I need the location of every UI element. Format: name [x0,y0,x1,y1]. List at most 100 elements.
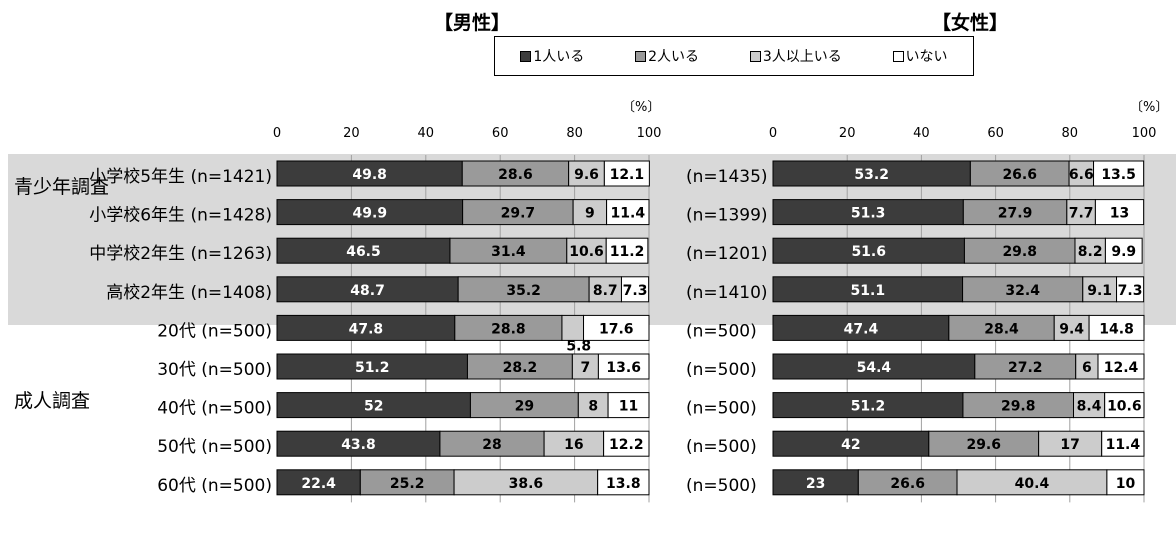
male-tick-label-80: 80 [566,126,583,141]
legend: 1人いる 2人いる 3人以上いる いない [494,36,974,76]
female-bar-row7-seg3 [1073,392,1106,419]
female-category-label-5: (n=500) [686,321,757,341]
male-bar-row1-seg4 [603,160,650,187]
male-bar-row2-seg2 [462,199,574,226]
male-data-label-row4-seg4: 7.3 [623,283,648,299]
legend-swatch-1 [520,50,532,62]
female-data-label-row1-seg4: 13.5 [1101,167,1136,183]
legend-label-3: 3人以上いる [762,49,842,65]
female-tick-label-20: 20 [839,126,856,141]
female-data-label-row5-seg2: 28.4 [984,321,1019,337]
female-data-label-row4-seg1: 51.1 [851,283,886,299]
male-bar-row5-seg3 [561,314,585,341]
female-bar-row6-seg2 [974,353,1077,380]
female-bar-row9-seg2 [857,469,958,496]
female-data-label-row8-seg2: 29.6 [966,437,1001,453]
male-data-label-row4-seg3: 8.7 [593,283,618,299]
male-data-label-row1-seg2: 28.6 [498,167,533,183]
female-data-label-row6-seg3: 6 [1082,360,1092,376]
female-data-label-row2-seg3: 7.7 [1069,206,1094,222]
male-bar-row8-seg3 [543,430,605,457]
female-data-label-row1-seg2: 26.6 [1002,167,1037,183]
female-data-label-row5-seg3: 9.4 [1059,321,1084,337]
female-bar-row4-seg1 [772,276,964,303]
female-category-label-3: (n=1201) [686,244,768,264]
female-data-label-row9-seg4: 10 [1116,476,1136,492]
female-data-label-row8-seg3: 17 [1060,437,1079,453]
male-data-label-row2-seg2: 29.7 [501,206,536,222]
female-data-label-row7-seg2: 29.8 [1001,399,1036,415]
female-bar-row4-seg4 [1116,276,1145,303]
male-tick-label-20: 20 [343,126,360,141]
female-bar-row3-seg1 [772,237,965,264]
male-bar-row5-seg2 [454,314,563,341]
female-data-label-row4-seg3: 9.1 [1087,283,1112,299]
male-category-label-8: 50代 (n=500) [157,437,272,457]
female-category-label-2: (n=1399) [686,206,768,226]
male-data-label-row6-seg1: 51.2 [355,360,390,376]
male-data-label-row5-seg2: 28.8 [491,321,526,337]
male-data-label-row4-seg2: 35.2 [506,283,541,299]
female-data-label-row3-seg2: 29.8 [1002,244,1037,260]
legend-swatch-2 [635,50,647,62]
male-bar-row1-seg1 [276,160,463,187]
female-data-label-row5-seg1: 47.4 [844,321,879,337]
female-bar-row4-seg3 [1082,276,1118,303]
male-data-label-row5-seg3: 5.8 [566,338,591,354]
female-panel-title: 【女性】 [932,12,1009,34]
male-bar-row4-seg4 [620,276,650,303]
female-data-label-row7-seg1: 51.2 [851,399,886,415]
legend-item-1: 1人いる [520,46,584,66]
female-tick-label-60: 60 [987,126,1004,141]
female-bar-row9-seg1 [772,469,859,496]
female-data-label-row6-seg2: 27.2 [1008,360,1043,376]
male-data-label-row2-seg4: 11.4 [611,206,646,222]
male-tick-label-60: 60 [492,126,509,141]
male-data-label-row7-seg2: 29 [515,399,534,415]
male-data-label-row9-seg1: 22.4 [301,476,336,492]
female-bar-row8-seg1 [772,430,930,457]
female-bar-row2-seg4 [1094,199,1145,226]
male-category-label-3: 中学校2年生 (n=1263) [89,244,272,264]
female-bar-row7-seg4 [1104,392,1145,419]
female-bar-row3-seg4 [1104,237,1143,264]
female-bar-row9-seg4 [1106,469,1145,496]
male-data-label-row9-seg2: 25.2 [390,476,425,492]
male-data-label-row8-seg4: 12.2 [609,437,644,453]
female-category-label-6: (n=500) [686,360,757,380]
legend-item-2: 2人いる [635,46,699,66]
male-bar-row2-seg1 [276,199,464,226]
female-data-label-row2-seg1: 51.3 [851,206,886,222]
male-data-label-row8-seg3: 16 [564,437,583,453]
legend-swatch-3 [749,50,761,62]
female-bar-row5-seg4 [1088,314,1145,341]
female-data-label-row5-seg4: 14.8 [1099,321,1134,337]
female-data-label-row9-seg3: 40.4 [1015,476,1050,492]
male-tick-label-100: 100 [637,126,662,141]
female-data-label-row9-seg2: 26.6 [890,476,925,492]
male-data-label-row3-seg3: 10.6 [569,244,604,260]
male-data-label-row3-seg1: 46.5 [346,244,381,260]
male-bar-row6-seg4 [597,353,650,380]
male-data-label-row3-seg4: 11.2 [610,244,645,260]
female-tick-label-80: 80 [1062,126,1079,141]
female-tick-label-0: 0 [769,126,777,141]
male-category-label-7: 40代 (n=500) [157,399,272,419]
male-data-label-row2-seg1: 49.9 [353,206,388,222]
female-data-label-row9-seg1: 23 [806,476,825,492]
male-bar-row8-seg2 [439,430,545,457]
legend-swatch-4 [892,50,904,62]
female-data-label-row1-seg1: 53.2 [854,167,889,183]
male-bar-row1-seg2 [461,160,570,187]
female-data-label-row2-seg2: 27.9 [998,206,1033,222]
male-bar-row7-seg2 [469,392,579,419]
male-bar-row9-seg3 [453,469,599,496]
male-bar-row4-seg3 [588,276,622,303]
legend-item-3: 3人以上いる [749,46,842,66]
male-category-label-4: 高校2年生 (n=1408) [106,283,272,303]
female-data-label-row8-seg4: 11.4 [1106,437,1141,453]
female-category-label-4: (n=1410) [686,283,768,303]
male-bar-row6-seg3 [571,353,599,380]
female-bar-row3-seg2 [963,237,1076,264]
